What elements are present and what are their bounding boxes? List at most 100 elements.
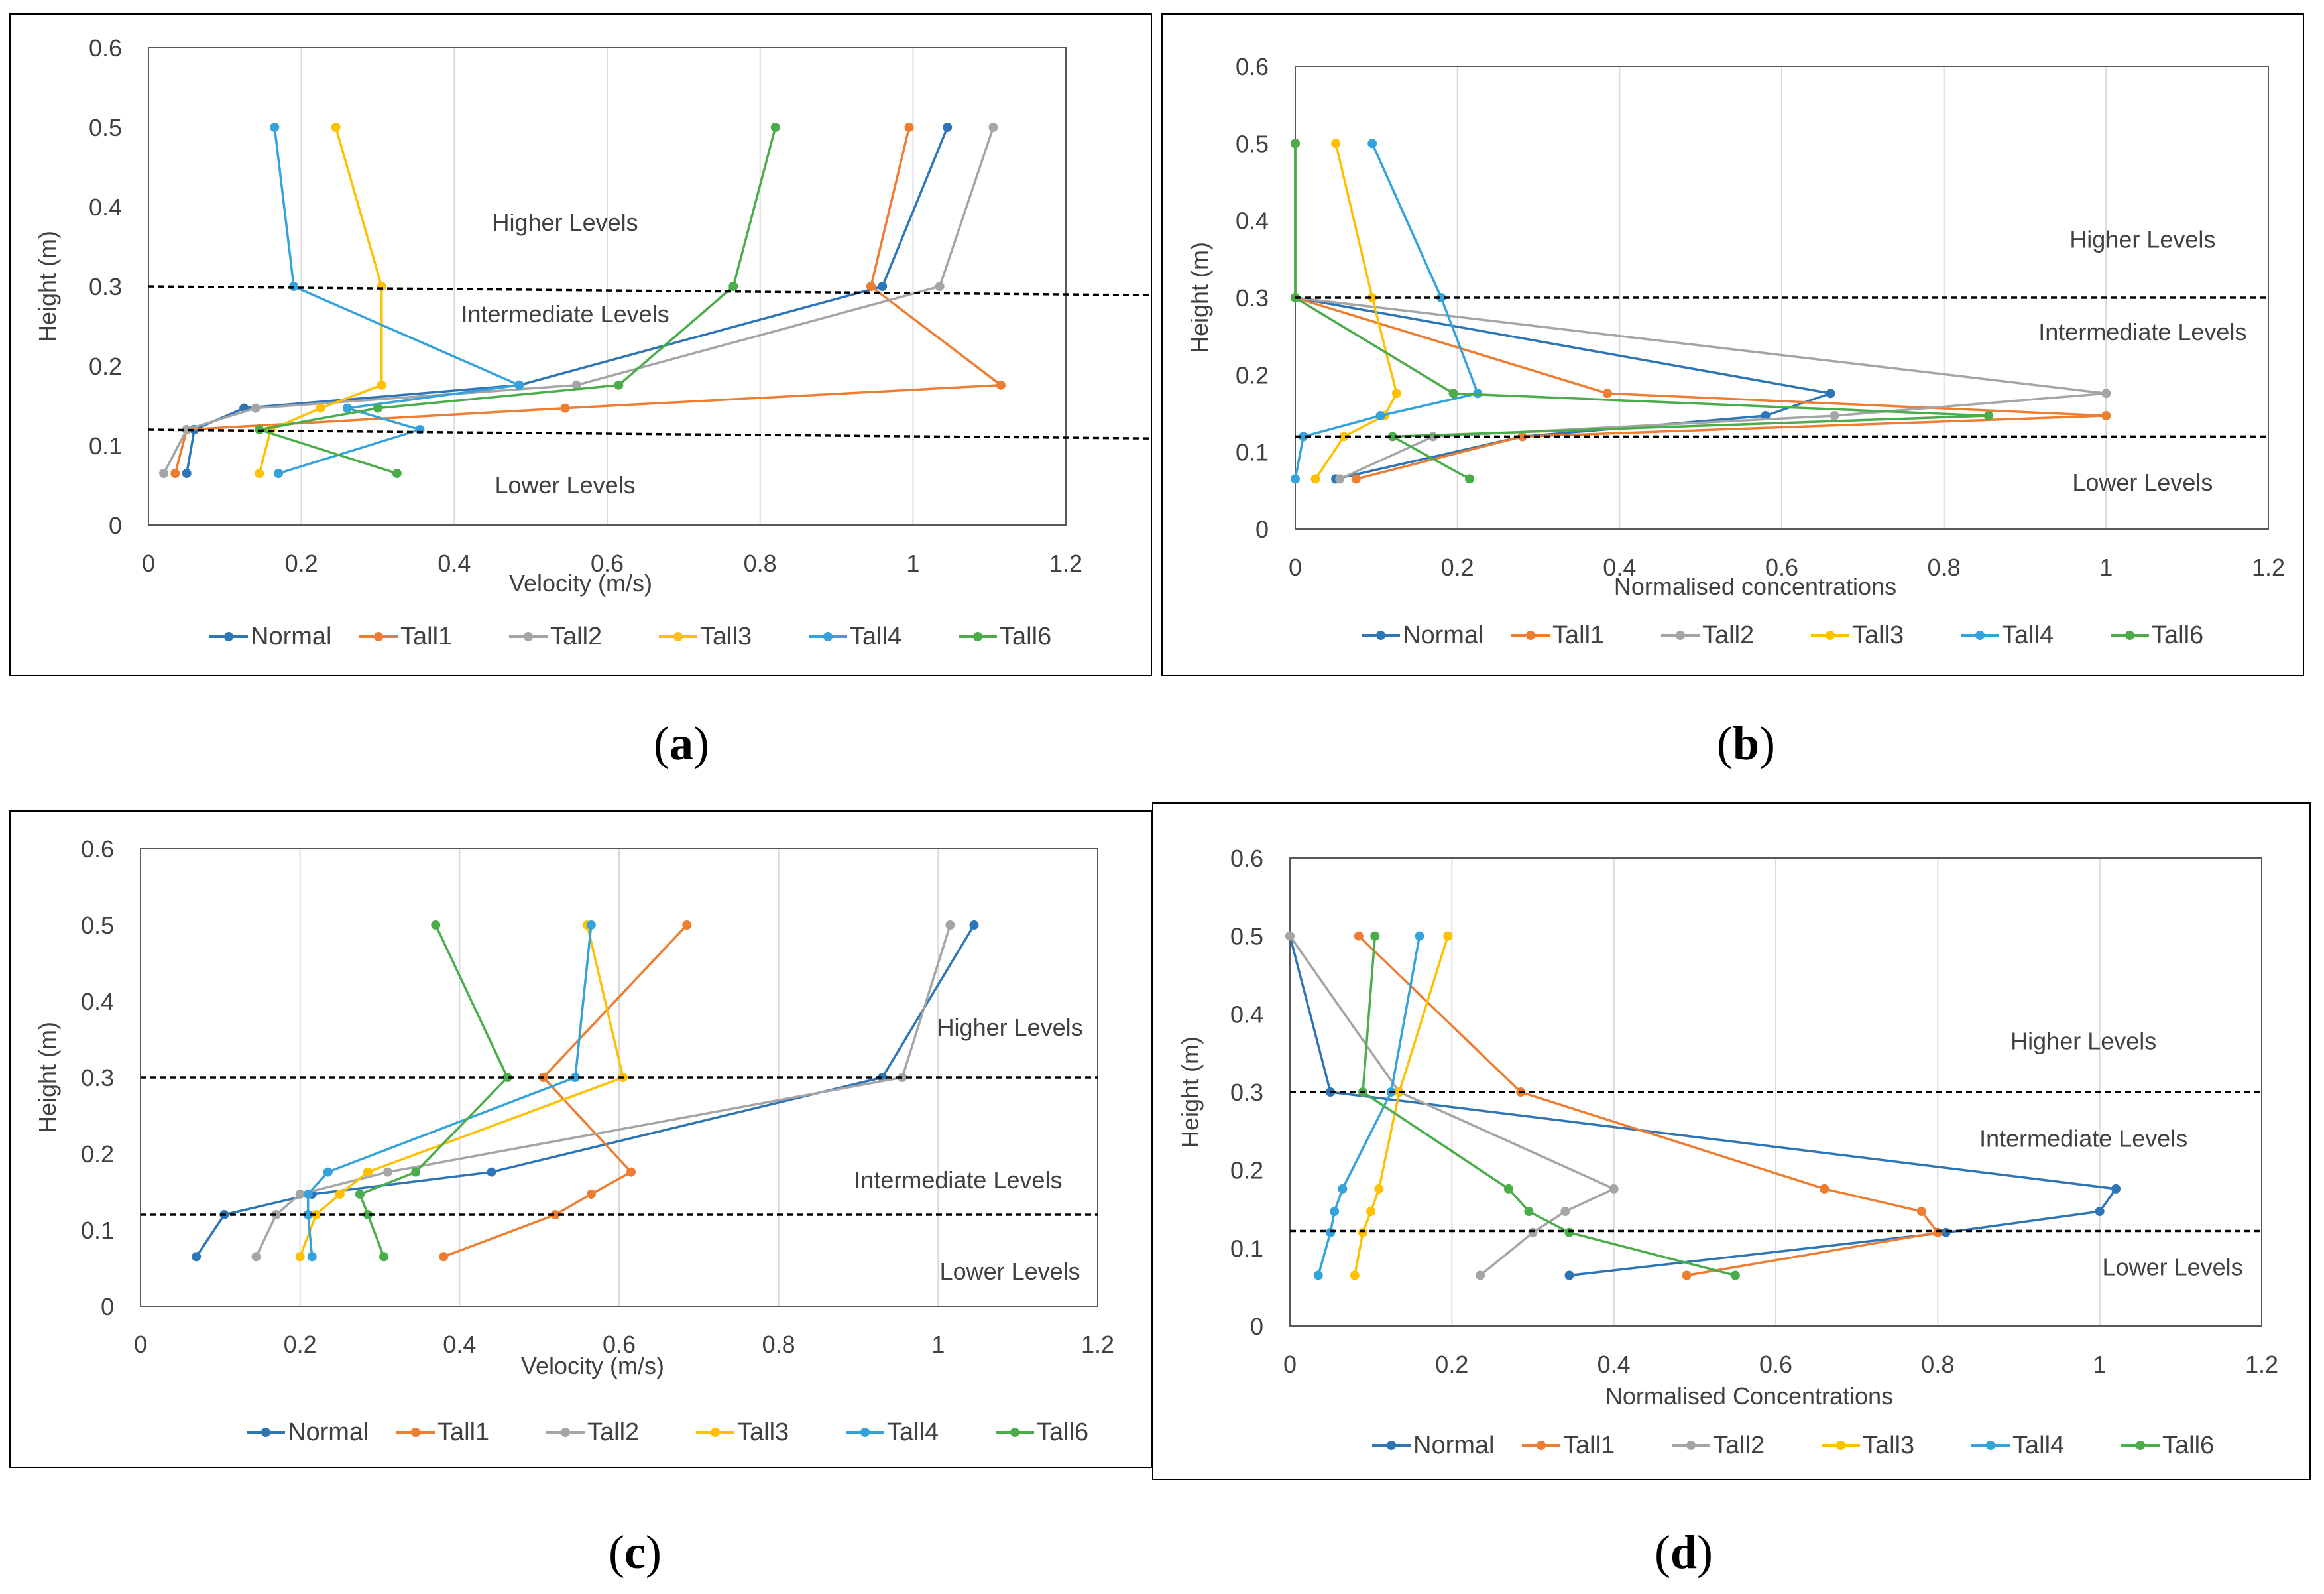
series-line-c-tall3	[299, 924, 624, 1257]
data-point-d-tall3-1	[1358, 1227, 1367, 1237]
legend-marker	[261, 1428, 270, 1437]
legend-label: Tall4	[887, 1418, 939, 1446]
legend-marker	[411, 1428, 420, 1437]
y-tick-label-a-2: 0.2	[89, 353, 122, 380]
data-point-b-tall2-2	[1830, 410, 1839, 420]
series-line-a-normal	[185, 127, 949, 474]
legend-label: Tall3	[1852, 621, 1904, 649]
legend-label: Tall6	[2152, 621, 2203, 649]
data-point-d-tall2-0	[1476, 1270, 1485, 1280]
x-tick-label-b-0: 0	[1289, 554, 1302, 581]
data-point-d-tall4-0	[1313, 1270, 1323, 1280]
x-axis-label-a: Velocity (m/s)	[509, 570, 652, 597]
data-point-c-tall2-1	[271, 1210, 281, 1219]
data-point-c-tall6-0	[379, 1252, 389, 1262]
legend-marker	[711, 1428, 720, 1437]
annotation-d-1: Intermediate Levels	[1979, 1125, 2187, 1152]
x-tick-label-b-3: 0.6	[1765, 554, 1798, 581]
series-line-b-tall2	[1294, 143, 2108, 480]
data-point-c-tall3-1	[311, 1210, 321, 1219]
data-point-c-tall4-3	[323, 1167, 333, 1177]
data-point-c-tall6-2	[355, 1189, 365, 1199]
legend-marker	[973, 632, 982, 641]
data-point-c-tall1-1	[550, 1210, 560, 1219]
legend-item-d-tall3: Tall3	[1822, 1432, 1914, 1459]
chart-svg-b: 0 0.2 0.4 0.6 0.8 1 1.200.10.20.30.40.50.6Norm…	[1186, 53, 2285, 649]
y-tick-label-a-1: 0.1	[89, 432, 122, 460]
legend-item-a-normal: Normal	[209, 623, 331, 650]
data-point-a-tall1-4	[866, 282, 876, 291]
threshold-line-a-1	[148, 428, 1150, 440]
legend-marker	[224, 632, 233, 641]
data-point-d-tall4-3	[1338, 1184, 1348, 1194]
y-tick-label-d-4: 0.4	[1230, 1001, 1263, 1028]
data-point-d-tall1-1	[1933, 1227, 1943, 1237]
data-point-c-tall4-0	[307, 1252, 317, 1262]
legend-marker	[2136, 1441, 2145, 1450]
threshold-line-a-0	[148, 285, 1150, 296]
series-line-d-tall4	[1317, 936, 1421, 1276]
data-point-a-tall1-5	[904, 123, 914, 132]
legend-item-b-tall2: Tall2	[1661, 621, 1754, 649]
data-point-c-tall2-5	[945, 920, 955, 930]
legend-label: Tall1	[400, 623, 452, 650]
y-tick-label-b-6: 0.6	[1236, 53, 1269, 80]
data-point-d-tall3-4	[1394, 1087, 1404, 1097]
data-point-d-tall2-1	[1528, 1227, 1538, 1237]
legend-marker	[1537, 1441, 1546, 1450]
data-point-a-tall4-0	[274, 469, 284, 478]
data-point-b-tall3-4	[1367, 293, 1377, 302]
y-tick-label-d-2: 0.2	[1230, 1157, 1263, 1184]
legend-marker	[1836, 1441, 1845, 1450]
data-point-d-tall2-2	[1560, 1207, 1570, 1217]
data-point-b-tall1-0	[1351, 474, 1361, 484]
legend-item-b-tall4: Tall4	[1961, 621, 2054, 649]
y-tick-label-d-1: 0.1	[1230, 1235, 1263, 1262]
legend-label: Tall3	[700, 623, 752, 650]
y-tick-label-b-1: 0.1	[1236, 439, 1269, 466]
x-tick-label-c-5: 1	[931, 1331, 945, 1358]
annotation-b-2: Lower Levels	[2072, 469, 2213, 496]
data-point-a-tall2-3	[571, 380, 581, 390]
legend-label: Tall2	[1713, 1432, 1765, 1459]
data-point-c-tall4-4	[570, 1073, 580, 1082]
data-point-d-tall1-0	[1682, 1270, 1692, 1280]
data-point-d-normal-3	[2111, 1184, 2121, 1194]
legend-marker	[2125, 631, 2134, 640]
series-line-d-tall1	[1358, 935, 1940, 1277]
legend-label: Normal	[1403, 621, 1483, 649]
annotation-d-0: Higher Levels	[2010, 1027, 2156, 1054]
annotation-c-1: Intermediate Levels	[854, 1166, 1062, 1194]
data-point-b-tall2-3	[2101, 389, 2111, 398]
legend-marker	[1376, 631, 1385, 640]
data-point-c-tall4-2	[303, 1189, 313, 1199]
legend-item-c-tall4: Tall4	[846, 1418, 939, 1446]
data-point-a-tall3-0	[255, 469, 264, 478]
series-line-a-tall4	[273, 127, 521, 475]
legend-item-d-tall2: Tall2	[1672, 1432, 1765, 1459]
data-point-a-tall6-3	[614, 380, 624, 390]
x-tick-label-b-2: 0.4	[1603, 554, 1636, 581]
data-point-d-tall1-5	[1354, 931, 1364, 941]
data-point-d-tall4-5	[1415, 931, 1424, 941]
data-point-a-tall1-2	[560, 403, 570, 413]
data-point-a-tall6-4	[728, 282, 738, 291]
y-tick-label-c-1: 0.1	[81, 1217, 114, 1244]
series-line-d-tall2	[1289, 935, 1615, 1276]
legend-marker	[823, 632, 833, 641]
legend-label: Tall2	[550, 623, 602, 650]
legend-marker	[1526, 631, 1535, 640]
y-tick-label-b-3: 0.3	[1236, 284, 1269, 312]
data-point-b-tall1-3	[1602, 389, 1612, 398]
legend-marker	[524, 632, 533, 641]
x-axis-label-c: Velocity (m/s)	[521, 1352, 664, 1379]
legend-item-d-normal: Normal	[1372, 1432, 1494, 1459]
data-point-c-tall6-1	[363, 1210, 373, 1219]
legend-label: Tall6	[2162, 1432, 2214, 1459]
data-point-d-tall3-3	[1374, 1184, 1384, 1194]
y-tick-label-d-5: 0.5	[1230, 923, 1263, 950]
legend-label: Tall4	[2012, 1432, 2064, 1459]
y-tick-label-d-3: 0.3	[1230, 1079, 1263, 1106]
x-tick-label-c-2: 0.4	[443, 1331, 476, 1358]
data-point-d-tall3-2	[1366, 1207, 1376, 1217]
